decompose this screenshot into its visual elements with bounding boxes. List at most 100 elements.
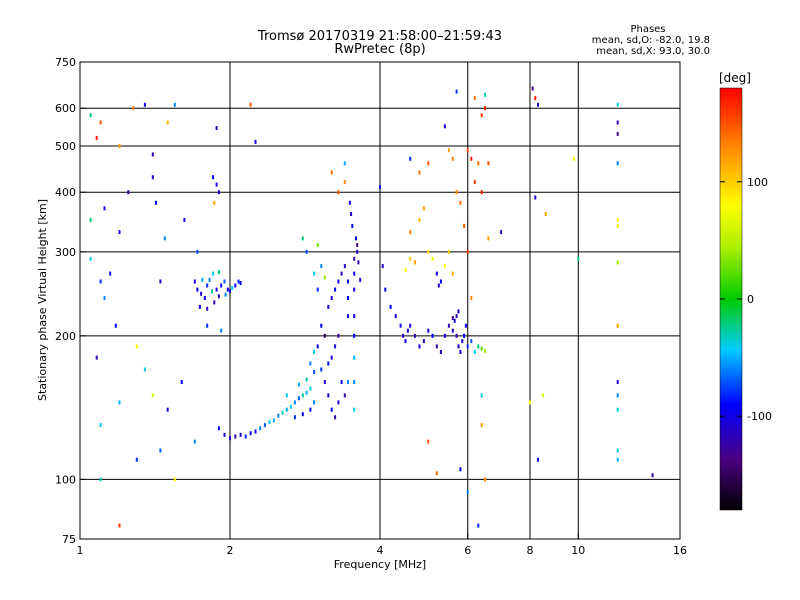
colorbar-tick-label: 0	[747, 293, 754, 306]
x-tick-label: 16	[673, 544, 687, 557]
data-point	[457, 309, 460, 314]
data-point	[211, 289, 213, 294]
colorbar-unit: [deg]	[719, 71, 751, 85]
data-point	[353, 355, 356, 360]
data-point	[323, 380, 326, 384]
data-point	[359, 277, 362, 282]
data-point	[234, 283, 237, 288]
data-point	[431, 256, 434, 261]
data-point	[217, 426, 220, 431]
data-point	[166, 120, 169, 125]
data-point	[268, 419, 271, 424]
data-point	[616, 223, 619, 228]
y-tick-label: 300	[55, 246, 76, 259]
data-point	[487, 161, 490, 166]
data-point	[418, 217, 421, 222]
data-point	[229, 436, 231, 441]
data-point	[118, 144, 121, 148]
data-point	[212, 175, 215, 180]
data-point	[208, 277, 211, 282]
data-point	[487, 236, 490, 241]
data-point	[343, 393, 346, 398]
data-point	[213, 300, 216, 305]
y-axis-label: Stationary phase Virtual Height [km]	[36, 199, 49, 401]
data-point	[343, 180, 346, 185]
data-point	[320, 323, 323, 328]
data-point	[389, 304, 392, 309]
data-point	[451, 328, 454, 333]
x-tick-label: 2	[227, 544, 234, 557]
data-point	[313, 369, 316, 374]
data-point	[330, 296, 333, 300]
data-point	[404, 267, 407, 272]
data-point	[201, 277, 204, 282]
data-point	[206, 323, 209, 328]
data-point	[534, 195, 537, 200]
data-point	[193, 279, 196, 284]
data-point	[447, 249, 450, 254]
data-point	[212, 271, 215, 276]
data-point	[327, 393, 330, 398]
data-point	[427, 249, 430, 254]
data-point	[183, 217, 186, 222]
data-point	[229, 289, 231, 294]
data-point	[402, 333, 405, 338]
data-point	[353, 333, 356, 338]
data-point	[381, 264, 384, 269]
data-point	[480, 190, 483, 195]
data-point	[135, 344, 138, 349]
data-point	[305, 249, 308, 254]
data-point	[301, 236, 304, 241]
data-point	[537, 102, 539, 107]
data-point	[484, 106, 487, 111]
data-point	[350, 212, 353, 216]
data-point	[293, 400, 296, 405]
data-point	[544, 212, 547, 216]
data-point	[353, 407, 356, 412]
data-point	[343, 161, 346, 166]
data-point	[466, 490, 469, 495]
data-point	[343, 264, 346, 269]
data-point	[347, 296, 349, 300]
data-point	[163, 236, 166, 241]
data-point	[297, 382, 300, 387]
data-point	[616, 448, 619, 453]
data-point	[422, 206, 425, 211]
data-point	[577, 256, 580, 261]
data-point	[337, 190, 340, 195]
data-point	[480, 423, 483, 428]
x-tick-label: 8	[527, 544, 534, 557]
data-point	[309, 361, 312, 366]
data-point	[316, 287, 319, 292]
data-point	[309, 407, 312, 412]
data-point	[151, 393, 154, 398]
data-point	[89, 217, 92, 222]
data-point	[277, 413, 280, 418]
data-point	[463, 223, 466, 228]
data-point	[327, 361, 330, 366]
data-point	[334, 287, 337, 292]
data-point	[616, 120, 619, 125]
data-point	[616, 407, 619, 412]
data-point	[455, 190, 458, 195]
data-point	[427, 328, 430, 333]
data-point	[254, 139, 257, 144]
grid-lines	[80, 62, 680, 539]
data-point	[616, 102, 619, 107]
x-tick-label: 10	[571, 544, 585, 557]
data-point	[455, 89, 458, 94]
data-point	[480, 113, 483, 118]
y-tick-label: 400	[55, 186, 76, 199]
data-point	[196, 249, 199, 254]
data-points	[89, 86, 654, 528]
data-point	[259, 426, 262, 431]
data-point	[151, 152, 154, 157]
data-point	[459, 200, 462, 205]
data-point	[447, 323, 450, 328]
data-point	[173, 477, 176, 482]
data-point	[249, 102, 252, 107]
data-point	[356, 243, 359, 247]
data-point	[323, 333, 326, 338]
data-point	[435, 271, 438, 276]
